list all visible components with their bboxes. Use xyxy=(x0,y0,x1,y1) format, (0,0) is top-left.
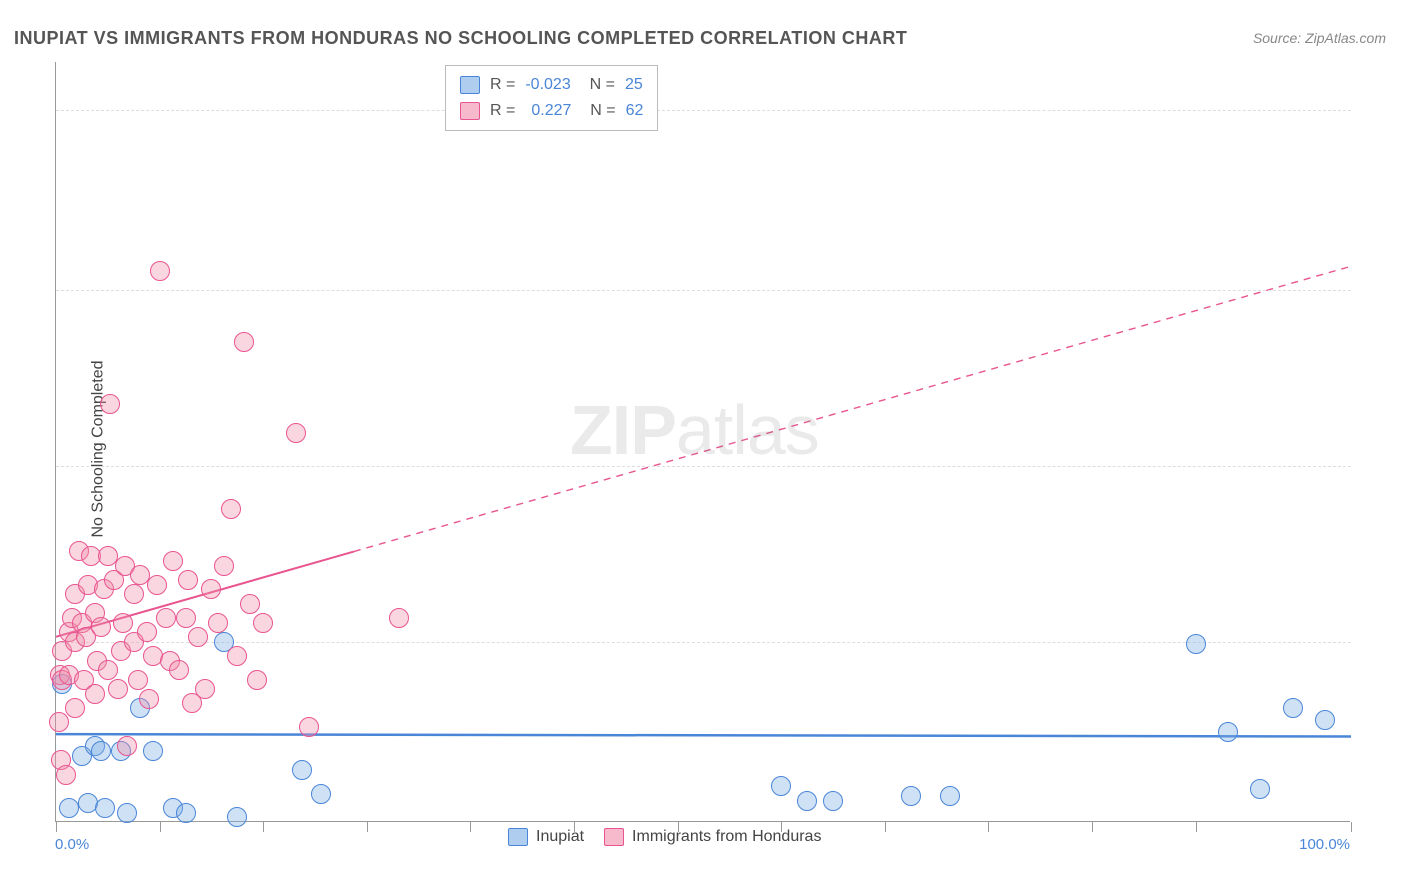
n-value-inupiat: 25 xyxy=(625,72,643,98)
data-point-honduras xyxy=(85,684,105,704)
data-point-inupiat xyxy=(91,741,111,761)
x-tick-mark xyxy=(1092,822,1093,832)
data-point-inupiat xyxy=(901,786,921,806)
data-point-honduras xyxy=(389,608,409,628)
data-point-honduras xyxy=(240,594,260,614)
data-point-honduras xyxy=(137,622,157,642)
x-tick-mark xyxy=(367,822,368,832)
data-point-honduras xyxy=(178,570,198,590)
data-point-honduras xyxy=(195,679,215,699)
data-point-honduras xyxy=(169,660,189,680)
data-point-inupiat xyxy=(1250,779,1270,799)
data-point-honduras xyxy=(108,679,128,699)
gridline xyxy=(56,290,1351,291)
x-tick-mark xyxy=(263,822,264,832)
data-point-honduras xyxy=(247,670,267,690)
gridline xyxy=(56,110,1351,111)
legend-item-inupiat: Inupiat xyxy=(508,828,584,846)
swatch-pink-icon xyxy=(604,828,624,846)
data-point-inupiat xyxy=(292,760,312,780)
data-point-honduras xyxy=(208,613,228,633)
data-point-inupiat xyxy=(59,798,79,818)
data-point-inupiat xyxy=(940,786,960,806)
legend-item-honduras: Immigrants from Honduras xyxy=(604,828,821,846)
data-point-honduras xyxy=(150,261,170,281)
data-point-honduras xyxy=(188,627,208,647)
data-point-inupiat xyxy=(95,798,115,818)
x-tick-mark xyxy=(160,822,161,832)
data-point-honduras xyxy=(234,332,254,352)
data-point-honduras xyxy=(124,584,144,604)
r-value-inupiat: -0.023 xyxy=(525,72,570,98)
data-point-inupiat xyxy=(797,791,817,811)
r-value-honduras: 0.227 xyxy=(531,98,571,124)
data-point-inupiat xyxy=(823,791,843,811)
data-point-honduras xyxy=(113,613,133,633)
data-point-honduras xyxy=(117,736,137,756)
source-label: Source: ZipAtlas.com xyxy=(1253,30,1386,46)
legend-label-inupiat: Inupiat xyxy=(536,828,584,846)
correlation-chart: INUPIAT VS IMMIGRANTS FROM HONDURAS NO S… xyxy=(0,0,1406,892)
data-point-honduras xyxy=(163,551,183,571)
data-point-honduras xyxy=(299,717,319,737)
stats-row-honduras: R = 0.227 N = 62 xyxy=(460,98,643,124)
data-point-inupiat xyxy=(1186,634,1206,654)
gridline xyxy=(56,466,1351,467)
data-point-honduras xyxy=(49,712,69,732)
data-point-inupiat xyxy=(117,803,137,823)
swatch-pink xyxy=(460,102,480,120)
data-point-inupiat xyxy=(771,776,791,796)
data-point-honduras xyxy=(147,575,167,595)
swatch-blue xyxy=(460,76,480,94)
data-point-honduras xyxy=(221,499,241,519)
x-tick-mark xyxy=(1351,822,1352,832)
swatch-blue-icon xyxy=(508,828,528,846)
x-axis-max-label: 100.0% xyxy=(1299,836,1350,853)
data-point-inupiat xyxy=(143,741,163,761)
series-legend: Inupiat Immigrants from Honduras xyxy=(508,828,821,846)
x-tick-mark xyxy=(885,822,886,832)
data-point-inupiat xyxy=(227,807,247,827)
data-point-honduras xyxy=(214,556,234,576)
plot-area xyxy=(55,62,1350,822)
x-tick-mark xyxy=(470,822,471,832)
data-point-honduras xyxy=(156,608,176,628)
data-point-honduras xyxy=(227,646,247,666)
data-point-honduras xyxy=(91,617,111,637)
data-point-honduras xyxy=(56,765,76,785)
n-value-honduras: 62 xyxy=(626,98,644,124)
x-tick-mark xyxy=(1196,822,1197,832)
data-point-inupiat xyxy=(1283,698,1303,718)
data-point-inupiat xyxy=(1218,722,1238,742)
data-point-honduras xyxy=(253,613,273,633)
data-point-honduras xyxy=(98,660,118,680)
data-point-honduras xyxy=(201,579,221,599)
trend-lines xyxy=(56,62,1351,822)
stats-row-inupiat: R = -0.023 N = 25 xyxy=(460,72,643,98)
gridline xyxy=(56,642,1351,643)
data-point-honduras xyxy=(176,608,196,628)
x-tick-mark xyxy=(988,822,989,832)
data-point-honduras xyxy=(100,394,120,414)
data-point-honduras xyxy=(286,423,306,443)
x-axis-min-label: 0.0% xyxy=(55,836,89,853)
data-point-honduras xyxy=(128,670,148,690)
data-point-inupiat xyxy=(176,803,196,823)
data-point-honduras xyxy=(139,689,159,709)
x-tick-mark xyxy=(56,822,57,832)
stats-legend: R = -0.023 N = 25 R = 0.227 N = 62 xyxy=(445,65,658,131)
data-point-inupiat xyxy=(1315,710,1335,730)
legend-label-honduras: Immigrants from Honduras xyxy=(632,828,821,846)
data-point-honduras xyxy=(65,698,85,718)
chart-title: INUPIAT VS IMMIGRANTS FROM HONDURAS NO S… xyxy=(14,28,907,49)
data-point-inupiat xyxy=(311,784,331,804)
